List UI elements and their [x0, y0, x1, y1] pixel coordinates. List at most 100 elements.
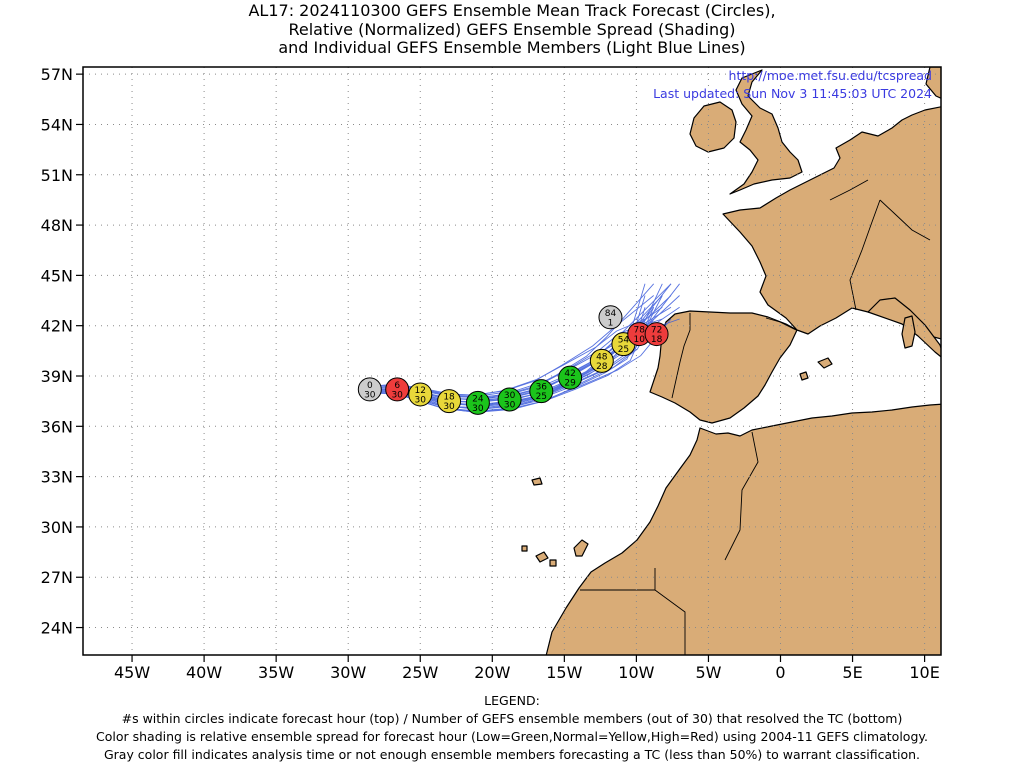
map-title-line-2: Relative (Normalized) GEFS Ensemble Spre…	[288, 20, 736, 39]
forecast-circle-fill	[408, 382, 433, 407]
forecast-circle-fill	[589, 348, 614, 373]
member-count-label: 29	[564, 379, 576, 389]
member-count-label: 30	[415, 395, 427, 405]
balearic-island	[817, 357, 833, 369]
longitude-axis: 45W 40W 35W 30W 25W 20W 15W 10W 5W 0 5E 10E	[114, 655, 940, 682]
lon-label: 40W	[186, 663, 222, 682]
border-morocco-algeria	[724, 431, 759, 561]
forecast-hour-label: 6	[394, 381, 400, 391]
lat-label: 33N	[41, 468, 73, 487]
lat-label: 42N	[41, 317, 73, 336]
forecast-circle-fill	[437, 389, 462, 414]
lon-label: 45W	[114, 663, 150, 682]
lat-label: 24N	[41, 619, 73, 638]
lat-label: 48N	[41, 216, 73, 235]
lon-label: 10E	[909, 663, 939, 682]
lon-label: 5W	[695, 663, 721, 682]
madeira-island	[531, 477, 543, 486]
lat-label: 51N	[41, 166, 73, 185]
member-count-label: 30	[504, 400, 516, 410]
forecast-hour-label: 48	[596, 352, 608, 362]
plot-frame	[82, 66, 942, 656]
credit-url-link[interactable]: http://moe.met.fsu.edu/tcspread	[728, 68, 932, 83]
member-count-label: 10	[634, 335, 646, 345]
member-count-label: 28	[596, 362, 608, 372]
canary-island-2	[535, 551, 549, 563]
forecast-hour-label: 24	[472, 394, 484, 404]
map-title-line-1: AL17: 2024110300 GEFS Ensemble Mean Trac…	[248, 1, 776, 20]
border-western-sahara	[580, 568, 686, 655]
latitude-axis: 57N 54N 51N 48N 45N 42N 39N 36N 33N 30N 27N 24N	[41, 65, 83, 638]
canary-island-1	[573, 539, 589, 557]
forecast-hour-label: 72	[651, 326, 662, 336]
lon-label: 0	[775, 663, 785, 682]
forecast-hour-label: 84	[605, 309, 617, 319]
forecast-circle-fill	[465, 390, 490, 415]
member-count-label: 30	[443, 402, 455, 412]
border-france-spain	[765, 317, 797, 331]
country-borders	[580, 179, 931, 655]
member-count-label: 25	[618, 345, 629, 355]
lon-label: 30W	[330, 663, 366, 682]
border-europe-2	[879, 199, 931, 241]
forecast-hour-label: 18	[443, 393, 455, 403]
forecast-hour-label: 54	[618, 336, 630, 346]
forecast-circle: 030	[357, 377, 382, 402]
member-count-label: 30	[472, 404, 484, 414]
forecast-circle-fill	[529, 379, 554, 404]
forecast-circle-fill	[385, 377, 410, 402]
lat-label: 57N	[41, 65, 73, 84]
land-masses	[521, 67, 941, 655]
africa-landmass	[545, 403, 941, 655]
legend-line-2: Color shading is relative ensemble sprea…	[96, 729, 928, 744]
lon-label: 35W	[258, 663, 294, 682]
forecast-circle-fill	[598, 305, 623, 330]
legend-line-1: #s within circles indicate forecast hour…	[121, 711, 903, 726]
member-count-label: 30	[364, 390, 376, 400]
map-title-line-3: and Individual GEFS Ensemble Members (Li…	[278, 38, 746, 57]
lon-label: 25W	[402, 663, 438, 682]
corsica-sardinia	[901, 315, 916, 349]
lon-label: 15W	[546, 663, 582, 682]
forecast-circle: 841	[598, 305, 623, 330]
forecast-hour-label: 42	[564, 369, 575, 379]
lon-label: 10W	[618, 663, 654, 682]
legend-heading: LEGEND:	[484, 693, 540, 708]
forecast-circle-fill	[497, 387, 522, 412]
lat-label: 30N	[41, 518, 73, 537]
forecast-hour-label: 30	[504, 391, 516, 401]
great-britain-landmass	[729, 69, 803, 195]
lon-label: 5E	[842, 663, 862, 682]
border-portugal-spain	[671, 313, 691, 399]
lat-label: 45N	[41, 266, 73, 285]
member-count-label: 1	[608, 318, 614, 328]
forecast-circle: 630	[385, 377, 410, 402]
ireland-landmass	[689, 101, 737, 153]
canary-island-3	[549, 559, 557, 567]
lat-label: 27N	[41, 568, 73, 587]
legend-line-3: Gray color fill indicates analysis time …	[103, 747, 921, 762]
border-europe-3	[829, 179, 869, 201]
forecast-hour-label: 0	[367, 381, 373, 391]
forecast-hour-label: 78	[634, 326, 646, 336]
border-europe-1	[849, 199, 881, 311]
member-count-label: 30	[391, 390, 403, 400]
lat-label: 54N	[41, 115, 73, 134]
forecast-hour-label: 12	[415, 386, 426, 396]
forecast-circle-fill	[357, 377, 382, 402]
lon-label: 20W	[474, 663, 510, 682]
lat-label: 39N	[41, 367, 73, 386]
member-count-label: 18	[651, 335, 663, 345]
forecast-circle-fill	[644, 322, 669, 347]
